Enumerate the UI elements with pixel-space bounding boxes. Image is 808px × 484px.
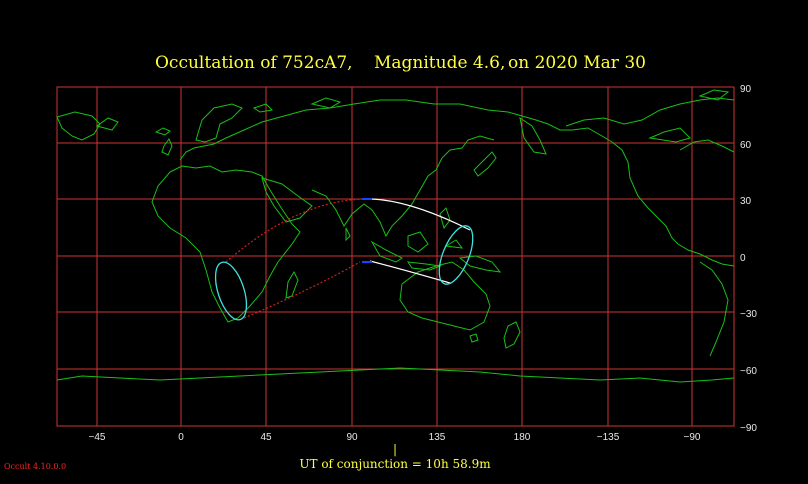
limb-ellipse-east — [438, 225, 474, 285]
title-object: Occultation of 752cA7, — [155, 53, 353, 73]
coastlines — [56, 89, 735, 383]
lon-tick-label: 45 — [260, 432, 272, 443]
lat-tick-label: 60 — [740, 140, 752, 151]
title-date: on 2020 Mar 30 — [508, 53, 646, 73]
path-north-limit — [369, 198, 471, 231]
latitude-axis: 90 60 30 0 −30 −60 −90 — [740, 84, 757, 434]
path-north-limit-dotted — [225, 198, 371, 263]
lon-tick-label: 90 — [346, 432, 358, 443]
lon-tick-label: −90 — [684, 432, 701, 443]
limb-ellipse-west — [214, 261, 248, 321]
map-panel — [56, 86, 735, 427]
lat-tick-label: 90 — [740, 84, 752, 95]
lat-tick-label: 0 — [740, 253, 746, 264]
conjunction-marker: | — [393, 442, 397, 456]
lat-tick-label: −30 — [740, 309, 757, 320]
lat-tick-label: −60 — [740, 366, 757, 377]
path-south-limit-dotted — [243, 261, 361, 319]
title-magnitude: Magnitude 4.6, — [374, 53, 505, 73]
graticule — [57, 87, 734, 426]
lon-tick-label: 180 — [514, 432, 531, 443]
lat-tick-label: −90 — [740, 423, 757, 434]
lon-tick-label: 135 — [429, 432, 446, 443]
lon-tick-label: −45 — [89, 432, 106, 443]
conjunction-time: UT of conjunction = 10h 58.9m — [299, 457, 491, 471]
software-version: Occult 4.10.0.0 — [4, 462, 66, 471]
longitude-axis: −45 0 45 90 135 180 −135 −90 — [89, 432, 701, 443]
lon-tick-label: 0 — [178, 432, 184, 443]
lat-tick-label: 30 — [740, 196, 752, 207]
lon-tick-label: −135 — [597, 432, 620, 443]
occultation-path — [214, 198, 474, 321]
